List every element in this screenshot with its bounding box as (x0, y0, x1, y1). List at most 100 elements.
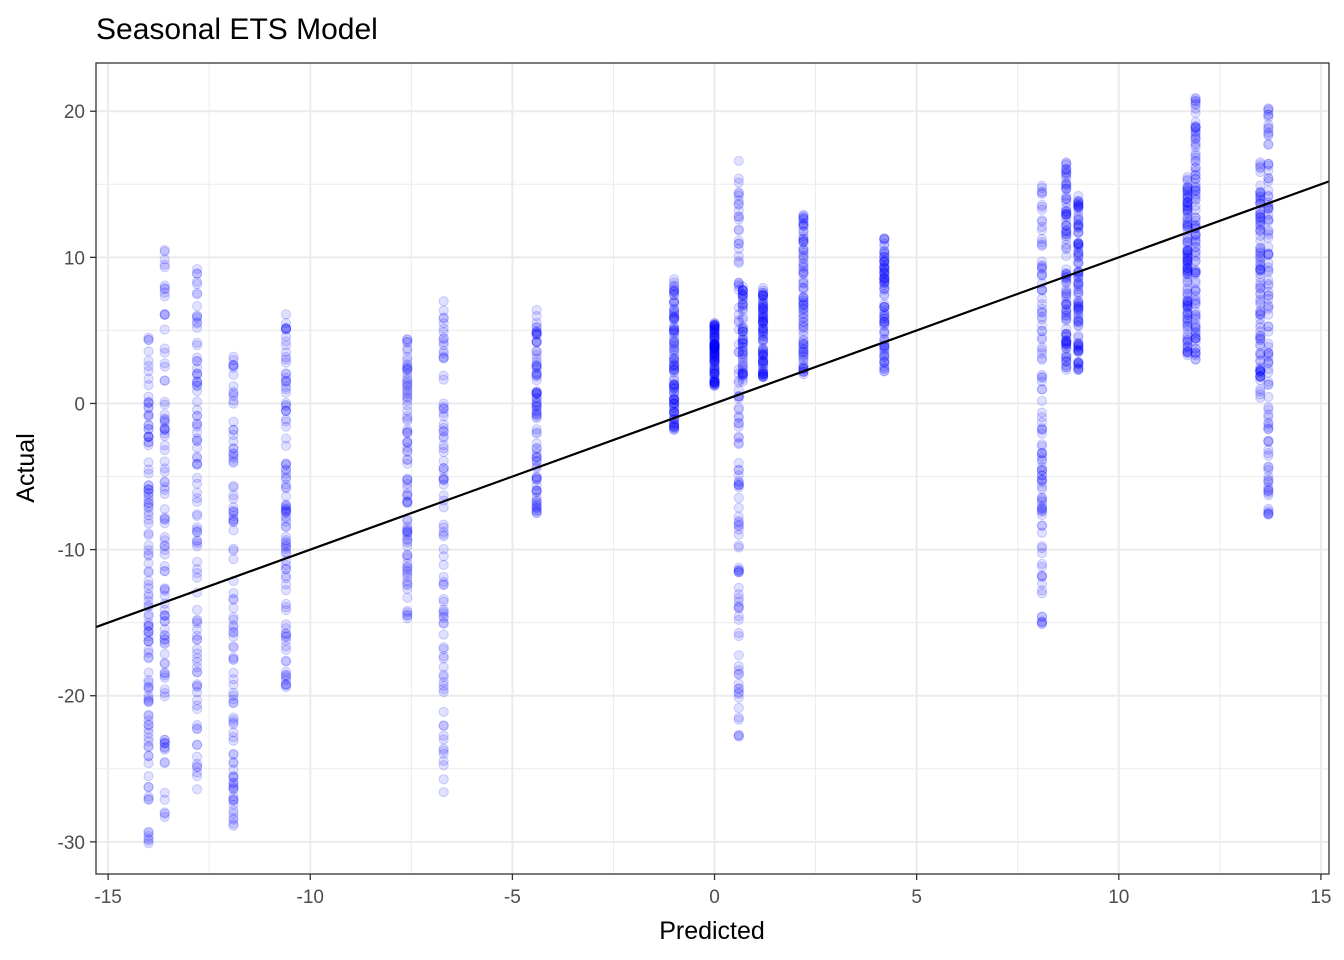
data-point (733, 346, 744, 357)
data-point (1036, 412, 1048, 423)
data-point (1036, 215, 1048, 226)
data-point (1061, 243, 1072, 255)
data-point (737, 291, 748, 302)
data-point (159, 466, 170, 477)
data-point (1036, 496, 1048, 507)
data-point (668, 311, 680, 322)
data-point (1061, 220, 1072, 232)
data-point (191, 538, 203, 549)
data-point (733, 502, 744, 513)
data-point (191, 700, 203, 711)
data-point (280, 416, 292, 427)
data-point (159, 691, 170, 702)
data-point (879, 262, 890, 273)
data-point (402, 442, 413, 453)
data-point (879, 348, 890, 359)
data-point (438, 677, 449, 688)
data-point (737, 368, 748, 379)
data-point (757, 297, 769, 309)
data-point (280, 317, 292, 329)
data-point (280, 503, 292, 514)
data-point (228, 795, 239, 806)
data-point (159, 481, 170, 493)
data-point (709, 347, 720, 358)
data-point (438, 651, 449, 662)
data-point (531, 495, 542, 506)
data-point (798, 258, 809, 270)
data-point (709, 341, 720, 353)
data-point (1061, 356, 1072, 367)
data-point (191, 380, 203, 391)
data-point (402, 562, 413, 573)
data-point (438, 730, 449, 741)
data-point (879, 310, 890, 322)
data-point (402, 336, 413, 347)
data-point (757, 352, 769, 364)
data-point (191, 784, 203, 795)
data-point (143, 334, 154, 346)
data-point (709, 377, 720, 389)
data-point (280, 464, 292, 475)
data-point (737, 364, 748, 376)
data-point (1061, 315, 1072, 326)
data-point (733, 421, 744, 432)
data-point (798, 329, 809, 341)
data-point (1061, 179, 1072, 190)
data-point (668, 307, 680, 318)
data-point (757, 317, 769, 328)
data-point (733, 602, 744, 613)
data-point (798, 220, 809, 231)
data-point (143, 782, 154, 793)
data-point (709, 354, 720, 365)
data-point (191, 536, 203, 547)
data-point (438, 348, 449, 359)
data-point (191, 410, 203, 422)
data-point (709, 374, 720, 385)
data-point (737, 288, 748, 299)
data-point (1036, 268, 1048, 279)
data-point (798, 282, 809, 293)
data-point (1061, 164, 1072, 175)
data-point (798, 274, 809, 286)
data-point (709, 327, 720, 338)
data-point (709, 338, 720, 349)
data-point (757, 369, 769, 381)
data-point (143, 365, 154, 377)
data-point (798, 268, 809, 279)
data-point (438, 490, 449, 501)
data-point (1073, 311, 1084, 322)
data-point (737, 354, 748, 365)
data-point (668, 335, 680, 346)
data-point (159, 513, 170, 525)
data-point (1036, 454, 1048, 465)
data-point (757, 350, 769, 361)
data-point (668, 290, 680, 301)
data-point (757, 324, 769, 335)
data-point (159, 648, 170, 660)
data-point (879, 316, 890, 327)
data-point (733, 375, 744, 386)
data-point (798, 277, 809, 288)
data-point (228, 731, 239, 743)
data-point (1061, 298, 1072, 309)
data-point (733, 517, 744, 528)
data-point (228, 502, 239, 513)
data-point (879, 269, 890, 280)
data-point (228, 482, 239, 493)
data-point (733, 198, 744, 209)
data-point (438, 465, 449, 476)
data-point (798, 267, 809, 278)
data-point (668, 394, 680, 405)
data-point (159, 361, 170, 372)
data-point (438, 606, 449, 617)
data-point (798, 349, 809, 360)
data-point (402, 405, 413, 417)
data-point (280, 340, 292, 351)
data-point (280, 322, 292, 334)
data-point (733, 464, 744, 475)
data-point (757, 302, 769, 313)
data-point (280, 504, 292, 515)
data-point (1061, 227, 1072, 239)
data-point (143, 741, 154, 752)
data-point (1036, 239, 1048, 250)
